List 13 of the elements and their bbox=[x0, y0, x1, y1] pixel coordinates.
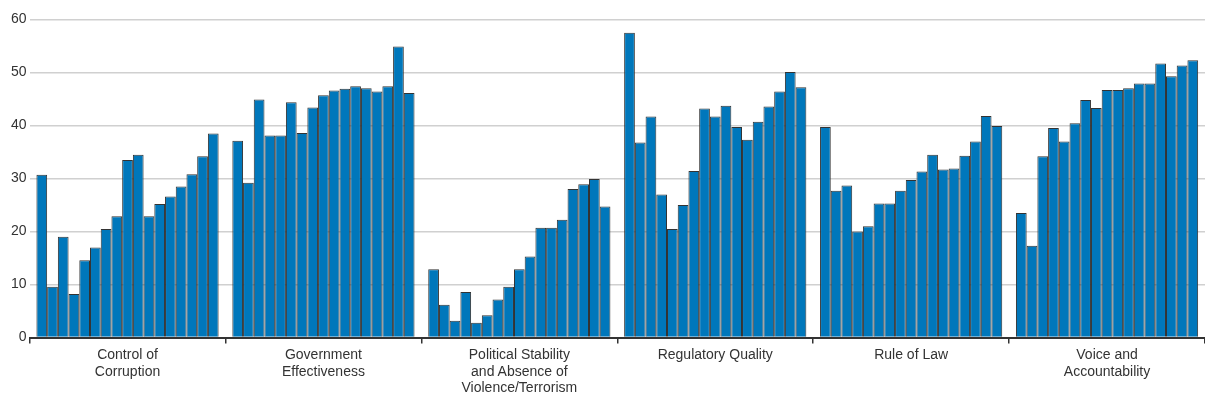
y-tick-label: 30 bbox=[10, 169, 27, 186]
y-tick-label: 60 bbox=[10, 10, 27, 27]
x-tick-label: Government Effectiveness bbox=[281, 345, 365, 379]
y-tick-label: 50 bbox=[10, 63, 27, 80]
y-tick-label: 20 bbox=[10, 222, 27, 239]
x-tick-label: Political Stability and Absence of Violence/Terrorism bbox=[461, 345, 578, 396]
x-tick-label: Control of Corruption bbox=[94, 345, 161, 379]
y-tick-label: 0 bbox=[18, 328, 27, 345]
x-tick-label: Voice and Accountability bbox=[1063, 345, 1151, 379]
x-tick-label: Rule of Law bbox=[874, 345, 949, 362]
x-tick-label: Regulatory Quality bbox=[657, 345, 773, 362]
y-tick-label: 40 bbox=[10, 116, 27, 133]
y-tick-label: 10 bbox=[10, 275, 27, 292]
